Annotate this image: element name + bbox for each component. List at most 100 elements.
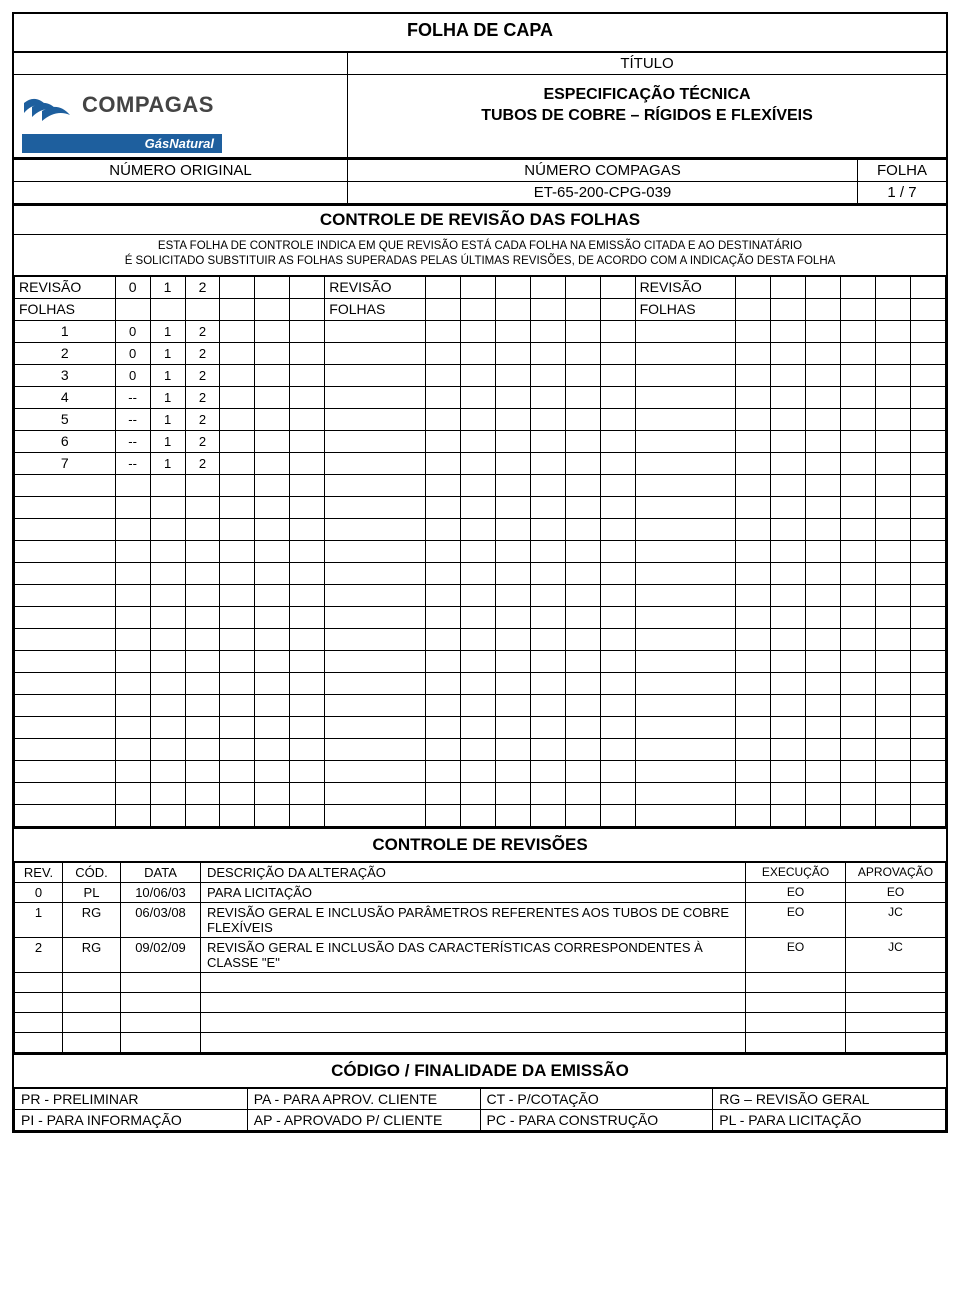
rev-table-cell xyxy=(201,992,746,1012)
grid-cell xyxy=(290,650,325,672)
grid-cell xyxy=(806,452,841,474)
grid-cell xyxy=(220,496,255,518)
grid-cell xyxy=(495,320,530,342)
grid-cell xyxy=(736,672,771,694)
grid-cell xyxy=(635,496,736,518)
grid-cell xyxy=(150,606,185,628)
folha-num: 5 xyxy=(15,408,116,430)
grid-cell xyxy=(185,760,220,782)
grid-cell xyxy=(495,628,530,650)
grid-cell xyxy=(425,760,460,782)
rev-table-cell xyxy=(15,1012,63,1032)
grid-cell xyxy=(806,584,841,606)
grid-cell xyxy=(841,716,876,738)
grid-cell xyxy=(875,496,910,518)
num-compagas-label: NÚMERO COMPAGAS xyxy=(348,160,858,181)
grid-cell xyxy=(736,694,771,716)
grid-cell xyxy=(875,804,910,826)
codigo-cell: RG – REVISÃO GERAL xyxy=(713,1088,946,1109)
codigo-table: PR - PRELIMINARPA - PARA APROV. CLIENTEC… xyxy=(14,1088,946,1131)
grid-cell xyxy=(910,738,945,760)
grid-cell xyxy=(635,628,736,650)
grid-cell xyxy=(325,430,426,452)
grid-cell xyxy=(771,760,806,782)
grid-cell xyxy=(185,540,220,562)
grid-cell xyxy=(600,518,635,540)
grid-cell xyxy=(15,562,116,584)
grid-cell xyxy=(565,474,600,496)
grid-cell xyxy=(635,540,736,562)
grid-cell xyxy=(875,364,910,386)
grid-cell xyxy=(325,738,426,760)
grid-cell xyxy=(635,606,736,628)
grid-cell xyxy=(635,518,736,540)
grid-cell xyxy=(841,518,876,540)
grid-cell xyxy=(565,738,600,760)
logo-cell: COMPAGAS GásNatural xyxy=(14,75,348,157)
grid-cell xyxy=(325,386,426,408)
grid-cell xyxy=(910,386,945,408)
grid-cell xyxy=(565,760,600,782)
grid-cell xyxy=(185,518,220,540)
grid-cell xyxy=(325,760,426,782)
grid-cell xyxy=(460,320,495,342)
revision-grid-table: REVISÃO012REVISÃOREVISÃOFOLHASFOLHASFOLH… xyxy=(14,276,946,827)
grid-cell xyxy=(495,496,530,518)
grid-cell xyxy=(806,364,841,386)
folha-num: 7 xyxy=(15,452,116,474)
grid-cell xyxy=(910,628,945,650)
grid-cell xyxy=(806,650,841,672)
grid-cell xyxy=(806,628,841,650)
grid-cell xyxy=(255,364,290,386)
grid-cell xyxy=(220,540,255,562)
grid-cell xyxy=(565,386,600,408)
grid-cell xyxy=(460,298,495,320)
grid-cell xyxy=(841,408,876,430)
folha-value: 1 / 7 xyxy=(858,182,946,203)
grid-cell xyxy=(425,518,460,540)
grid-cell xyxy=(565,452,600,474)
rev-table-cell xyxy=(846,992,946,1012)
grid-cell: 1 xyxy=(150,452,185,474)
rev-table-cell xyxy=(846,972,946,992)
grid-cell xyxy=(115,672,150,694)
num-original-label: NÚMERO ORIGINAL xyxy=(14,160,348,181)
grid-cell xyxy=(875,320,910,342)
grid-cell xyxy=(255,496,290,518)
grid-cell xyxy=(806,672,841,694)
grid-cell xyxy=(425,738,460,760)
folha-num: 6 xyxy=(15,430,116,452)
rev-table-cell xyxy=(201,1012,746,1032)
grid-cell xyxy=(600,320,635,342)
grid-cell xyxy=(425,430,460,452)
grid-cell xyxy=(325,672,426,694)
grid-cell xyxy=(220,650,255,672)
grid-cell xyxy=(150,496,185,518)
grid-cell xyxy=(736,342,771,364)
grid-cell xyxy=(495,694,530,716)
grid-cell xyxy=(635,782,736,804)
grid-cell xyxy=(115,782,150,804)
grid-cell xyxy=(115,760,150,782)
grid-cell xyxy=(635,760,736,782)
grid-cell xyxy=(910,804,945,826)
grid-cell xyxy=(460,562,495,584)
grid-cell xyxy=(15,672,116,694)
rev-table-cell xyxy=(121,1012,201,1032)
grid-cell xyxy=(736,584,771,606)
rev-table-cell xyxy=(63,992,121,1012)
grid-cell xyxy=(290,320,325,342)
grid-cell xyxy=(290,342,325,364)
grid-cell xyxy=(875,430,910,452)
grid-cell xyxy=(530,694,565,716)
grid-cell xyxy=(910,716,945,738)
grid-cell xyxy=(255,452,290,474)
grid-cell xyxy=(736,408,771,430)
grid-cell xyxy=(290,496,325,518)
folhas-header: FOLHAS xyxy=(635,298,736,320)
grid-cell xyxy=(841,452,876,474)
grid-cell xyxy=(841,496,876,518)
grid-cell xyxy=(806,760,841,782)
grid-cell xyxy=(460,430,495,452)
rev-num-cell xyxy=(255,276,290,298)
